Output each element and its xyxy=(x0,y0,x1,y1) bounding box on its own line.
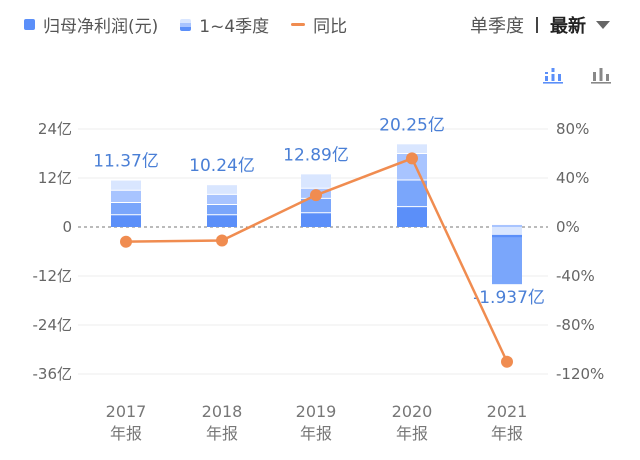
legend: 归母净利润(元) 1~4季度 同比 xyxy=(24,12,369,37)
y-tick-left: -24亿 xyxy=(33,316,73,334)
legend-profit-label: 归母净利润(元) xyxy=(43,17,159,37)
data-label: 20.25亿 xyxy=(379,115,445,135)
single-quarter-toggle[interactable]: 单季度 xyxy=(470,16,524,37)
y-tick-left: 24亿 xyxy=(38,120,72,138)
quarter-bar xyxy=(207,214,237,227)
yoy-point xyxy=(120,235,132,248)
chart-view-switcher xyxy=(516,66,612,84)
stacked-bar-icon[interactable] xyxy=(542,66,564,84)
profit-swatch-icon xyxy=(24,19,35,30)
x-tick-sublabel: 年报 xyxy=(396,424,428,443)
yoy-point xyxy=(501,355,513,368)
x-tick-year: 2017 xyxy=(106,402,147,421)
y-tick-right: 80% xyxy=(556,120,589,138)
data-label: 10.24亿 xyxy=(189,156,255,176)
legend-quarters-label: 1~4季度 xyxy=(199,17,270,37)
y-tick-right: -120% xyxy=(556,365,604,383)
controls-divider xyxy=(536,17,538,33)
y-tick-right: 0% xyxy=(556,218,580,236)
quarter-bar xyxy=(397,206,427,227)
y-tick-right: -80% xyxy=(556,316,595,334)
x-tick-sublabel: 年报 xyxy=(491,424,523,443)
dropdown-caret-icon[interactable] xyxy=(596,21,610,29)
quarter-bar xyxy=(492,227,522,235)
y-tick-left: -12亿 xyxy=(33,267,73,285)
yoy-point xyxy=(310,189,322,202)
bar-chart-icon[interactable] xyxy=(590,66,612,84)
legend-item-profit[interactable]: 归母净利润(元) xyxy=(24,12,158,37)
y-tick-right: 40% xyxy=(556,169,589,187)
x-tick-year: 2021 xyxy=(487,402,528,421)
y-tick-right: -40% xyxy=(556,267,595,285)
x-tick-year: 2019 xyxy=(296,402,337,421)
data-label: -1.937亿 xyxy=(473,288,545,308)
yoy-point xyxy=(406,152,418,165)
x-tick-year: 2018 xyxy=(202,402,243,421)
legend-yoy-label: 同比 xyxy=(313,17,348,37)
legend-item-quarters[interactable]: 1~4季度 xyxy=(180,12,269,37)
y-tick-left: 12亿 xyxy=(38,169,72,187)
quarter-bar xyxy=(492,224,522,227)
x-tick-year: 2020 xyxy=(392,402,433,421)
y-tick-left: 0 xyxy=(62,218,72,236)
quarter-bar xyxy=(111,214,141,227)
x-tick-sublabel: 年报 xyxy=(300,424,332,443)
y-tick-left: -36亿 xyxy=(33,365,73,383)
x-tick-sublabel: 年报 xyxy=(206,424,238,443)
data-label: 12.89亿 xyxy=(283,145,349,165)
x-tick-sublabel: 年报 xyxy=(110,424,142,443)
quarter-bar xyxy=(301,212,331,227)
latest-selector[interactable]: 最新 xyxy=(550,16,586,37)
legend-item-yoy[interactable]: 同比 xyxy=(291,12,347,37)
yoy-swatch-icon xyxy=(291,23,306,26)
yoy-point xyxy=(216,234,228,247)
quarters-swatch-icon xyxy=(180,18,192,31)
data-label: 11.37亿 xyxy=(93,152,159,172)
period-controls: 单季度 最新 xyxy=(470,12,610,38)
